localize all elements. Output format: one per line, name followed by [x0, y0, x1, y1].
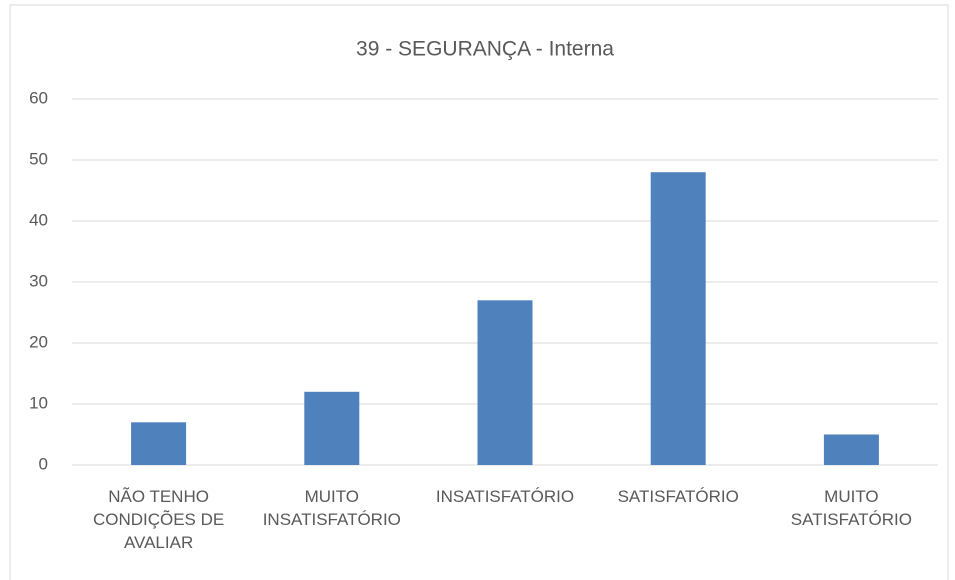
y-tick-label: 30 [29, 271, 48, 290]
y-tick-label: 10 [29, 393, 48, 412]
chart-title: 39 - SEGURANÇA - Interna [356, 38, 614, 61]
bar [477, 300, 533, 465]
bar [304, 391, 360, 465]
x-tick-label: MUITO SATISFATÓRIO [790, 487, 912, 529]
chart-border [9, 4, 949, 580]
y-tick-label: 20 [29, 332, 48, 351]
bar [823, 434, 879, 465]
y-tick-label: 0 [39, 454, 48, 473]
y-tick-label: 40 [29, 210, 48, 229]
x-tick-label: SATISFATÓRIO [617, 487, 739, 506]
y-tick-label: 60 [29, 88, 48, 107]
x-tick-label: NÃO TENHO CONDIÇÕES DE AVALIAR [92, 487, 225, 552]
x-tick-label: MUITO INSATISFATÓRIO [262, 487, 401, 529]
y-tick-label: 50 [29, 149, 48, 168]
x-tick-label: INSATISFATÓRIO [435, 487, 575, 506]
bar [131, 422, 187, 465]
bar [650, 172, 706, 465]
